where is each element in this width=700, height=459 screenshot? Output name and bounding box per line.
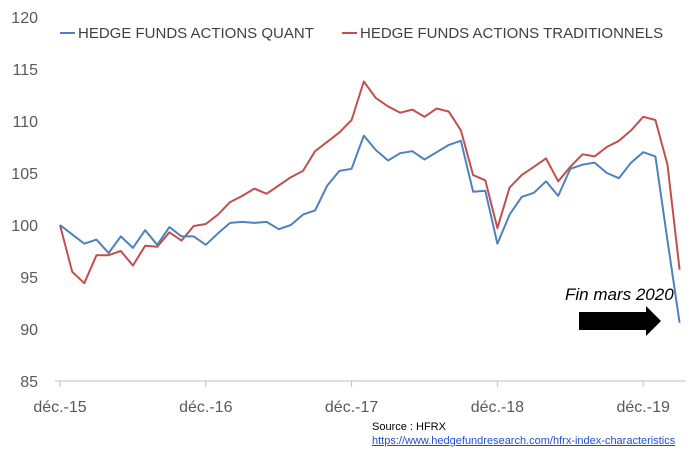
y-tick-label: 85 (20, 374, 38, 391)
series-line-1 (59, 80, 681, 285)
y-tick-label: 100 (11, 218, 38, 235)
x-tick-label: déc.-15 (33, 399, 86, 416)
source-link[interactable]: https://www.hedgefundresearch.com/hfrx-i… (372, 435, 676, 447)
y-tick-label: 105 (11, 166, 38, 183)
source-label: Source : HFRX (372, 421, 446, 433)
y-tick-label: 115 (12, 62, 38, 79)
y-tick-label: 90 (20, 322, 38, 339)
x-axis: déc.-15 déc.-16 déc.-17 déc.-18 déc.-19 (33, 380, 686, 416)
legend-label: HEDGE FUNDS ACTIONS TRADITIONNELS (360, 25, 663, 42)
arrow-right-icon (579, 306, 661, 336)
y-tick-label: 110 (12, 114, 38, 131)
x-tick-label: déc.-18 (471, 399, 524, 416)
x-tick-label: déc.-17 (325, 399, 378, 416)
legend-label: HEDGE FUNDS ACTIONS QUANT (78, 25, 314, 42)
legend: HEDGE FUNDS ACTIONS QUANT HEDGE FUNDS ACT… (60, 25, 663, 42)
y-axis: 85 90 95 100 105 110 115 120 (11, 10, 38, 391)
y-tick-label: 120 (11, 10, 38, 27)
annotation-text: Fin mars 2020 (565, 285, 674, 304)
annotation-fin-mars-2020: Fin mars 2020 (565, 285, 674, 336)
x-tick-label: déc.-19 (617, 399, 670, 416)
series-line-0 (59, 134, 681, 323)
series-lines (59, 80, 681, 323)
x-tick-label: déc.-16 (179, 399, 232, 416)
y-tick-label: 95 (20, 270, 38, 287)
